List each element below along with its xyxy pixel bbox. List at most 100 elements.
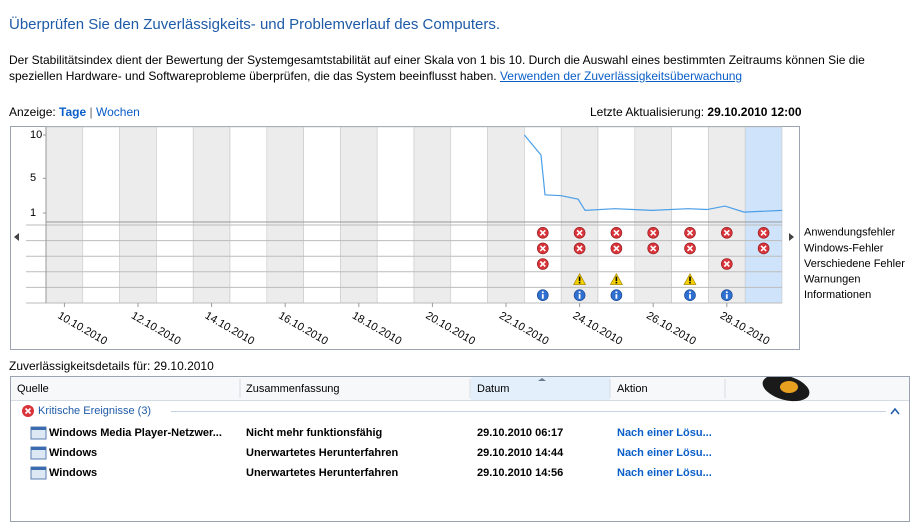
- y-tick-label: 5: [30, 172, 36, 184]
- icon-glyph: [576, 245, 583, 252]
- error-icon: [610, 227, 623, 239]
- cell: 29.10.2010 14:56: [477, 467, 563, 479]
- day-column: [744, 126, 783, 304]
- action-link[interactable]: Nach einer Lösu...: [617, 447, 712, 459]
- icon-glyph: [576, 229, 583, 236]
- icon-glyph: [541, 291, 544, 294]
- day-column: [229, 126, 268, 304]
- column-header[interactable]: Quelle: [17, 383, 49, 395]
- event-row-label: Warnungen: [804, 274, 860, 286]
- icon-glyph: [539, 229, 546, 236]
- row-icon-bar: [31, 427, 46, 430]
- icon-glyph: [689, 281, 691, 284]
- day-column: [376, 126, 415, 304]
- icon-glyph: [760, 245, 767, 252]
- cell: Windows Media Player-Netzwer...: [49, 427, 222, 439]
- icon-glyph: [723, 229, 730, 236]
- last-update-value: 29.10.2010 12:00: [707, 105, 802, 119]
- icon-glyph: [689, 276, 691, 282]
- warning-icon: [683, 272, 697, 285]
- icon-glyph: [650, 245, 657, 252]
- icon-glyph: [539, 260, 546, 268]
- day-column: [450, 126, 488, 304]
- icon-glyph: [613, 245, 620, 252]
- icon-glyph: [578, 291, 581, 294]
- group-label[interactable]: Kritische Ereignisse (3): [38, 405, 151, 417]
- icon-glyph: [689, 294, 691, 299]
- table-graphics: Quelle Zusammenfassung Datum Aktion Kritisch…: [11, 374, 909, 480]
- column-header[interactable]: Aktion: [617, 383, 648, 395]
- icon-glyph: [650, 229, 657, 236]
- row-icon-bar: [31, 447, 46, 450]
- info-icon: [720, 289, 733, 301]
- error-icon: [647, 242, 660, 255]
- icon-glyph: [686, 245, 694, 252]
- column-header[interactable]: Datum: [477, 383, 509, 395]
- action-link[interactable]: Nach einer Lösu...: [617, 427, 712, 439]
- sorted-header: [471, 377, 610, 400]
- last-update: Letzte Aktualisierung: 29.10.2010 12:00: [590, 105, 802, 119]
- icon-glyph: [760, 229, 767, 236]
- info-icon: [573, 289, 586, 301]
- day-column: [303, 126, 341, 304]
- cell: Unerwartetes Herunterfahren: [246, 467, 398, 479]
- details-table: Quelle Zusammenfassung Datum Aktion Kritisch…: [10, 374, 910, 522]
- cell: Windows: [49, 447, 97, 459]
- icon-glyph: [615, 291, 618, 294]
- view-switch: Anzeige: Tage | Wochen: [9, 105, 140, 119]
- cell: Windows: [49, 467, 97, 479]
- y-tick-label: 1: [30, 207, 36, 219]
- scroll-left[interactable]: [14, 233, 19, 241]
- header-bg: [11, 377, 909, 400]
- error-icon: [720, 258, 733, 270]
- cell: Unerwartetes Herunterfahren: [246, 447, 398, 459]
- day-column: [82, 126, 120, 304]
- last-update-label: Letzte Aktualisierung:: [590, 105, 705, 119]
- warning-icon: [573, 272, 587, 285]
- description: Der Stabilitätsindex dient der Bewertung…: [9, 52, 909, 84]
- cell: 29.10.2010 14:44: [477, 447, 564, 459]
- day-column: [487, 126, 525, 304]
- view-days[interactable]: Tage: [59, 105, 87, 119]
- icon-glyph: [615, 281, 618, 284]
- day-column: [119, 126, 157, 304]
- error-icon: [536, 258, 549, 270]
- day-column: [634, 126, 672, 304]
- error-icon: [647, 227, 660, 239]
- stability-chart: 1 5 10 Anwendungsfehler Windows-Fehler Versch…: [10, 126, 905, 350]
- collapse-caret[interactable]: [890, 407, 900, 415]
- view-label: Anzeige:: [9, 105, 56, 119]
- monitor-link[interactable]: Verwenden der Zuverlässigkeitsüberwachun…: [499, 69, 743, 83]
- icon-glyph: [578, 294, 581, 299]
- column-header[interactable]: Zusammenfassung: [246, 383, 340, 395]
- event-row-label: Verschiedene Fehler: [804, 258, 905, 270]
- event-row-label: Anwendungsfehler: [804, 227, 895, 239]
- error-icon: [573, 227, 586, 239]
- error-icon: [610, 242, 623, 255]
- error-icon: [757, 227, 770, 239]
- icon-glyph: [541, 294, 544, 299]
- icon-glyph: [615, 276, 618, 282]
- error-icon: [757, 242, 770, 255]
- y-tick-label: 10: [30, 129, 42, 141]
- icon-glyph: [615, 294, 618, 299]
- error-icon: [573, 242, 586, 255]
- info-icon: [684, 289, 696, 301]
- group-icon-glyph: [24, 407, 32, 415]
- day-column: [708, 126, 746, 304]
- icon-glyph: [539, 245, 546, 252]
- scroll-right[interactable]: [789, 233, 794, 241]
- icon-glyph: [613, 229, 620, 236]
- icon-glyph: [578, 281, 581, 284]
- sort-arrow: [538, 378, 546, 381]
- decor-glow: [780, 381, 798, 393]
- day-column: [340, 126, 378, 304]
- error-icon: [684, 242, 696, 255]
- action-link[interactable]: Nach einer Lösu...: [617, 467, 712, 479]
- row-icon-bar: [31, 467, 46, 470]
- event-row-label: Windows-Fehler: [804, 242, 884, 254]
- view-weeks[interactable]: Wochen: [95, 105, 140, 119]
- icon-glyph: [723, 260, 730, 268]
- event-row-label: Informationen: [804, 289, 871, 301]
